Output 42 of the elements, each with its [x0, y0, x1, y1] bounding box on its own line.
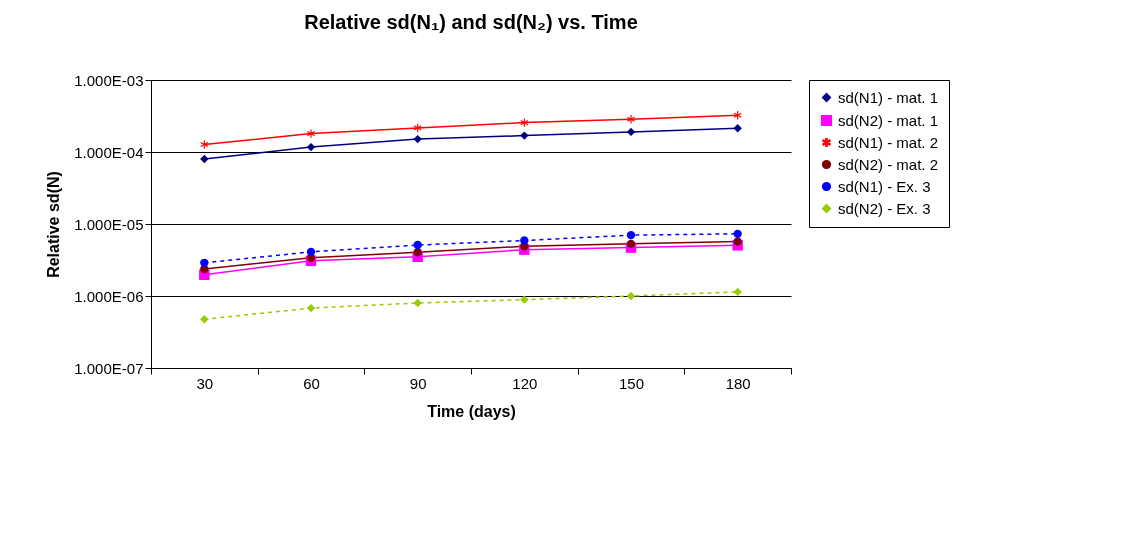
- legend-label: sd(N2) - mat. 2: [838, 155, 939, 173]
- chart-title: Relative sd(N₁) and sd(N₂) vs. Time: [304, 11, 638, 33]
- legend-label: sd(N2) - Ex. 3: [838, 199, 931, 217]
- legend-label: sd(N1) - mat. 1: [838, 88, 939, 106]
- point: [520, 236, 529, 245]
- x-tick-label: 30: [196, 374, 214, 392]
- point: [413, 240, 422, 250]
- point: [520, 295, 529, 304]
- point: [307, 129, 315, 138]
- y-axis-title: Relative sd(N): [45, 171, 63, 278]
- point: [413, 134, 422, 144]
- point: [200, 315, 209, 324]
- point: [733, 124, 742, 133]
- x-tick-label: 90: [409, 374, 427, 392]
- point: [413, 298, 422, 308]
- point: [626, 239, 636, 249]
- point: [733, 287, 742, 297]
- point: [626, 127, 636, 137]
- x-tick-label: 60: [303, 374, 320, 392]
- point: [520, 131, 529, 140]
- legend-label: sd(N1) - Ex. 3: [838, 177, 931, 195]
- legend-label: sd(N1) - mat. 2: [838, 133, 939, 151]
- point: [200, 258, 209, 267]
- y-tick-label: 1.000E-04: [74, 143, 144, 161]
- y-tick-label: 1.000E-07: [74, 359, 144, 377]
- point: [306, 303, 316, 313]
- point: [627, 115, 635, 124]
- point: [626, 291, 636, 301]
- point: [626, 230, 636, 240]
- y-tick-label: 1.000E-06: [74, 287, 144, 305]
- y-tick-label: 1.000E-05: [74, 215, 144, 233]
- x-tick-label: 150: [618, 374, 645, 392]
- point: [306, 142, 316, 152]
- legend-label: sd(N2) - mat. 1: [838, 111, 939, 129]
- y-tick-label: 1.000E-03: [74, 71, 144, 89]
- point: [306, 247, 316, 257]
- x-tick-label: 120: [512, 374, 538, 392]
- point: [200, 154, 209, 164]
- x-tick-label: 180: [725, 374, 751, 392]
- point: [733, 237, 742, 246]
- point: [733, 229, 742, 239]
- x-axis-title: Time (days): [427, 402, 516, 420]
